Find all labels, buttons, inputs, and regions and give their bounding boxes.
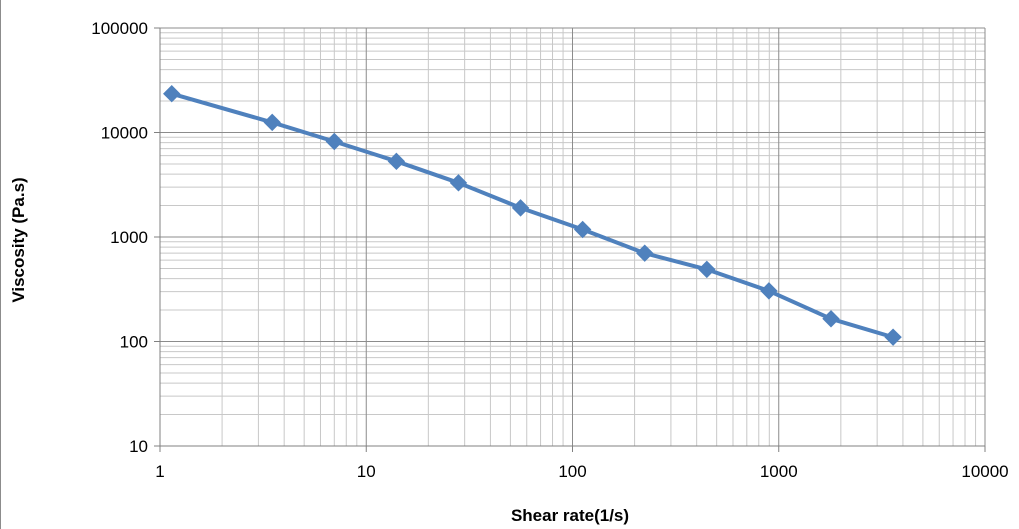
data-point-marker bbox=[325, 132, 344, 151]
chart-frame-edge bbox=[0, 0, 1, 529]
x-axis-title: Shear rate(1/s) bbox=[511, 506, 629, 525]
data-point-marker bbox=[884, 328, 902, 346]
y-tick-label: 10000 bbox=[101, 124, 148, 143]
data-point-marker bbox=[822, 310, 840, 328]
data-point-marker bbox=[511, 199, 530, 217]
data-point-marker bbox=[698, 260, 716, 279]
y-axis-title: Viscosity (Pa.s) bbox=[9, 177, 28, 302]
series-layer bbox=[163, 85, 902, 346]
data-point-marker bbox=[263, 113, 281, 132]
data-point-marker bbox=[760, 282, 778, 300]
x-tick-label: 1 bbox=[155, 462, 164, 481]
y-tick-label: 100 bbox=[120, 333, 148, 352]
x-tick-label: 10 bbox=[357, 462, 376, 481]
x-tick-label: 10000 bbox=[961, 462, 1008, 481]
x-tick-label: 1000 bbox=[760, 462, 798, 481]
x-tick-labels: 1 10 100 1000 10000 bbox=[155, 462, 1008, 481]
data-point-marker bbox=[163, 85, 181, 103]
data-point-marker bbox=[449, 174, 468, 192]
data-point-marker bbox=[636, 244, 654, 262]
axes bbox=[154, 27, 986, 452]
y-tick-label: 10 bbox=[129, 437, 148, 456]
series-line bbox=[169, 91, 896, 340]
data-point-marker bbox=[573, 220, 592, 239]
data-point-marker bbox=[387, 152, 406, 171]
x-tick-label: 100 bbox=[558, 462, 586, 481]
y-tick-labels: 10 100 1000 10000 100000 bbox=[91, 19, 148, 456]
y-tick-label: 1000 bbox=[110, 228, 148, 247]
y-tick-label: 100000 bbox=[91, 19, 148, 38]
